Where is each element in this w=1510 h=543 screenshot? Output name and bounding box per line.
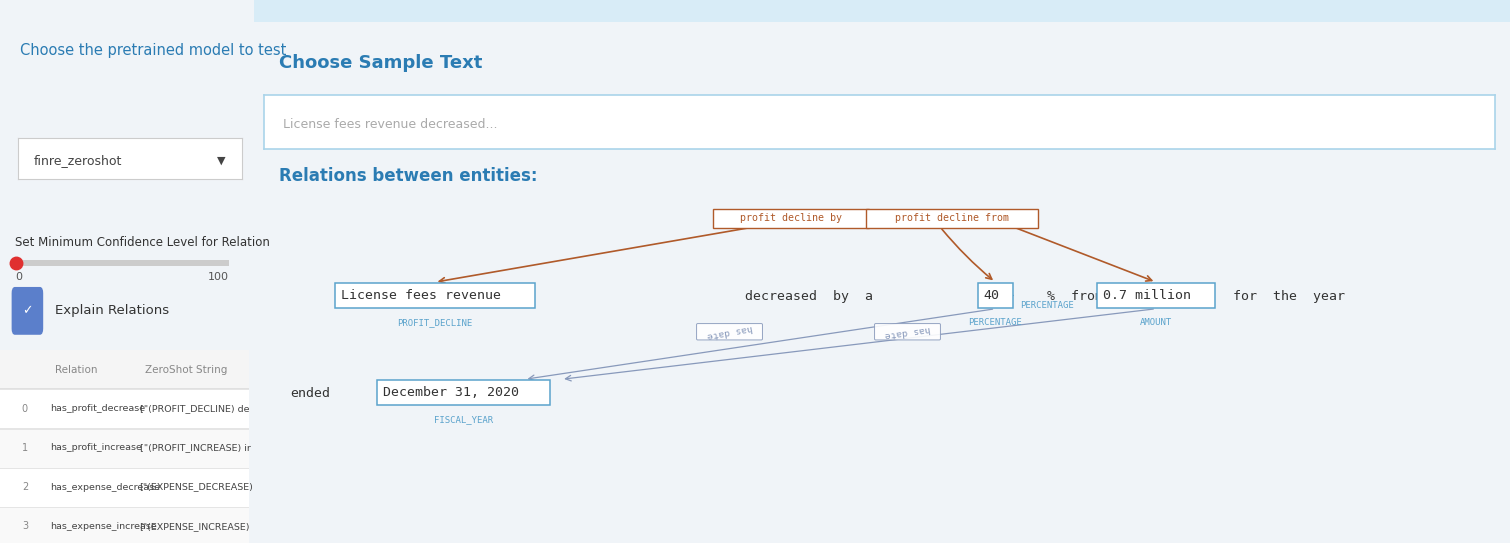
Text: ["(EXPENSE_INCREASE): ["(EXPENSE_INCREASE) — [139, 522, 251, 531]
Text: License fees revenue decreased...: License fees revenue decreased... — [282, 118, 497, 131]
Text: Set Minimum Confidence Level for Relation: Set Minimum Confidence Level for Relatio… — [15, 236, 270, 249]
Text: has_expense_decrease: has_expense_decrease — [50, 483, 160, 491]
Text: 0: 0 — [15, 272, 23, 281]
Text: Relation: Relation — [54, 365, 97, 375]
Bar — [0, 468, 249, 507]
Text: for  the  year: for the year — [1232, 289, 1344, 302]
Text: 3: 3 — [21, 521, 29, 531]
FancyBboxPatch shape — [977, 283, 1013, 308]
Bar — [0, 507, 249, 508]
FancyBboxPatch shape — [1098, 283, 1216, 308]
Bar — [0, 468, 249, 469]
Text: PERCENTAGE: PERCENTAGE — [968, 318, 1022, 327]
Text: Choose Sample Text: Choose Sample Text — [279, 54, 482, 72]
Text: decreased  by  a: decreased by a — [744, 289, 873, 302]
FancyBboxPatch shape — [713, 209, 868, 228]
Text: Relations between entities:: Relations between entities: — [279, 167, 538, 185]
Text: 2: 2 — [21, 482, 29, 492]
Bar — [254, 0, 1510, 22]
Text: FISCAL_YEAR: FISCAL_YEAR — [435, 415, 494, 424]
Text: ended: ended — [291, 387, 331, 400]
Text: Explain Relations: Explain Relations — [54, 304, 169, 317]
Bar — [15, 260, 230, 266]
FancyBboxPatch shape — [378, 380, 550, 405]
Text: December 31, 2020: December 31, 2020 — [384, 386, 519, 399]
FancyBboxPatch shape — [867, 209, 1039, 228]
Text: ["(PROFIT_INCREASE) ir: ["(PROFIT_INCREASE) ir — [139, 444, 251, 452]
Text: 0: 0 — [21, 404, 29, 414]
Text: profit decline by: profit decline by — [740, 213, 841, 223]
FancyBboxPatch shape — [12, 288, 42, 334]
Text: PERCENTAGE: PERCENTAGE — [1019, 301, 1074, 310]
Text: ZeroShot String: ZeroShot String — [145, 365, 226, 375]
Bar — [0, 428, 249, 468]
Text: ["(EXPENSE_DECREASE): ["(EXPENSE_DECREASE) — [139, 483, 254, 491]
FancyBboxPatch shape — [696, 324, 763, 340]
Bar — [0, 350, 249, 389]
Bar — [0, 428, 249, 430]
Bar — [0, 389, 249, 390]
Text: profit decline from: profit decline from — [895, 213, 1009, 223]
Text: 40: 40 — [983, 288, 1000, 301]
Text: License fees revenue: License fees revenue — [341, 288, 501, 301]
Text: %  from  $: % from $ — [1048, 289, 1126, 302]
Text: has date: has date — [707, 323, 753, 340]
Text: has_profit_decrease: has_profit_decrease — [50, 405, 145, 413]
Text: ✓: ✓ — [23, 304, 33, 317]
Text: ["(PROFIT_DECLINE) de: ["(PROFIT_DECLINE) de — [139, 405, 249, 413]
Text: AMOUNT: AMOUNT — [1140, 318, 1172, 327]
Text: ▼: ▼ — [217, 156, 226, 166]
Bar — [0, 388, 249, 389]
Text: 0.7 million: 0.7 million — [1104, 288, 1191, 301]
Text: PROFIT_DECLINE: PROFIT_DECLINE — [397, 318, 473, 327]
Text: Choose the pretrained model to test: Choose the pretrained model to test — [20, 43, 287, 59]
Text: has date: has date — [883, 324, 930, 339]
Text: finre_zeroshot: finre_zeroshot — [33, 154, 122, 167]
Text: has_expense_increase: has_expense_increase — [50, 522, 157, 531]
Text: 1: 1 — [21, 443, 29, 453]
Text: has_profit_increase: has_profit_increase — [50, 444, 142, 452]
Bar — [0, 507, 249, 543]
Text: AMOUNT: AMOUNT — [1181, 301, 1213, 310]
FancyBboxPatch shape — [874, 324, 941, 340]
Bar — [0, 389, 249, 428]
Text: 100: 100 — [208, 272, 230, 281]
FancyBboxPatch shape — [335, 283, 535, 308]
